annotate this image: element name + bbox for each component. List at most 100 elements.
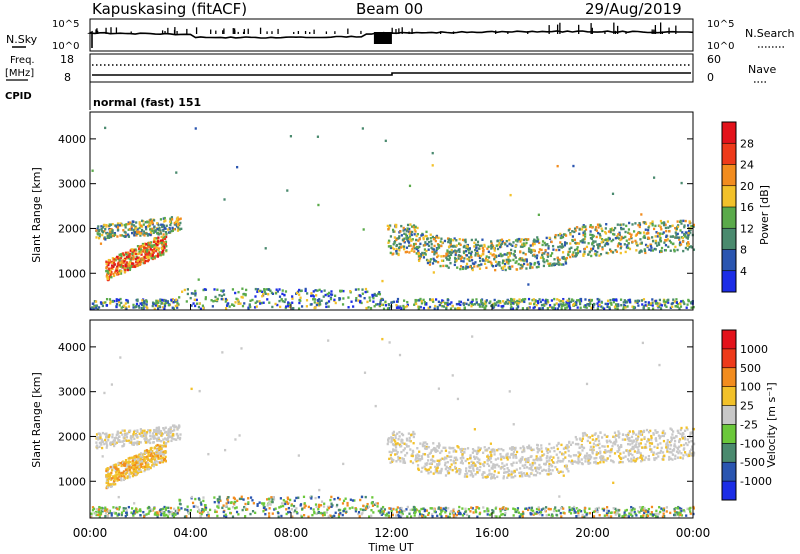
scatter-cell (469, 252, 473, 255)
scatter-cell (154, 254, 158, 258)
scatter-cell (537, 301, 540, 305)
scatter-cell (520, 238, 523, 241)
scatter-cell (418, 255, 421, 258)
scatter-cell (420, 302, 424, 305)
scatter-cell (684, 437, 687, 441)
scatter-cell (161, 510, 164, 513)
scatter-cell (577, 511, 580, 515)
scatter-cell (670, 428, 673, 431)
scatter-cell (232, 496, 235, 499)
scatter-cell (145, 464, 148, 467)
scatter-cell (658, 302, 661, 305)
scatter-cell (366, 506, 369, 509)
scatter-cell (490, 244, 493, 248)
scatter-cell (629, 449, 632, 452)
scatter-cell (481, 238, 484, 241)
scatter-cell (487, 250, 490, 253)
scatter-cell (142, 510, 145, 514)
scatter-cell (578, 509, 581, 512)
scatter-cell (118, 513, 121, 516)
scatter-cell (406, 303, 409, 307)
scatter-cell (382, 512, 385, 515)
scatter-cell (211, 305, 214, 308)
scatter-cell (268, 507, 271, 510)
scatter-cell (330, 502, 333, 505)
scatter-cell (534, 473, 538, 477)
scatter-cell (443, 463, 447, 467)
scatter-cell (357, 299, 360, 302)
scatter-cell (117, 298, 121, 302)
scatter-cell (554, 233, 557, 237)
scatter-cell (494, 458, 497, 461)
scatter-cell (107, 467, 111, 471)
scatter-cell (670, 451, 673, 454)
scatter-cell (412, 245, 415, 248)
scatter-cell (639, 456, 642, 459)
scatter-cell (213, 288, 216, 291)
scatter-cell (564, 257, 567, 260)
scatter-cell (623, 515, 626, 518)
scatter-cell (401, 238, 404, 242)
scatter-cell (106, 514, 109, 518)
scatter-cell (677, 224, 680, 227)
scatter-cell (676, 225, 680, 229)
scatter-cell (550, 446, 553, 450)
scatter-cell (179, 221, 182, 225)
scatter-cell (630, 236, 633, 240)
scatter-cell (634, 299, 637, 303)
scatter-cell (678, 236, 681, 239)
scatter-cell (610, 515, 613, 518)
scatter-cell (141, 431, 144, 435)
scatter-cell (422, 306, 426, 310)
scatter-cell (103, 223, 106, 227)
scatter-cell (454, 260, 457, 263)
scatter-cell (273, 508, 276, 511)
scatter-cell (124, 264, 127, 268)
scatter-cell (654, 241, 657, 245)
scatter-cell (396, 451, 399, 454)
scatter-cell (119, 269, 122, 272)
scatter-cell (248, 304, 251, 307)
scatter-cell (581, 515, 584, 518)
scatter-cell (170, 510, 173, 514)
scatter-cell (165, 233, 168, 236)
scatter-cell (583, 225, 586, 229)
scatter-cell (162, 224, 165, 228)
scatter-cell (151, 301, 155, 304)
scatter-cell (548, 508, 551, 511)
scatter-cell (144, 436, 147, 440)
scatter-cell (165, 430, 168, 434)
scatter-cell (115, 475, 118, 478)
scatter-cell (167, 228, 170, 231)
scatter-cell (458, 505, 461, 509)
scatter-cell (334, 511, 337, 514)
scatter-cell (152, 441, 155, 444)
scatter-cell (149, 466, 152, 470)
scatter-cell (136, 264, 139, 268)
cpid-row: CPID normal (fast) 151 (5, 82, 201, 110)
scatter-cell (268, 499, 271, 503)
scatter-cell (130, 511, 133, 514)
scatter-cell (379, 511, 382, 514)
scatter-cell (552, 456, 555, 459)
scatter-cell (136, 435, 139, 438)
scatter-cell (538, 472, 542, 475)
scatter-cell (156, 514, 159, 517)
scatter-cell (500, 455, 503, 459)
scatter-cell (606, 299, 610, 302)
scatter-cell (153, 243, 156, 247)
scatter-cell (582, 233, 585, 237)
scatter-cell (241, 287, 244, 290)
scatter-cell (445, 307, 448, 310)
scatter-cell (157, 236, 160, 239)
scatter-cell (681, 435, 684, 439)
scatter-cell (576, 246, 579, 249)
scatter-cell (482, 506, 485, 509)
scatter-cell (499, 301, 502, 305)
colorbar-segment (722, 228, 736, 250)
scatter-cell (394, 239, 397, 243)
scatter-cell (112, 261, 116, 264)
nsky-label: N.Sky (6, 33, 38, 46)
scatter-cell (99, 435, 102, 438)
scatter-cell (143, 459, 146, 462)
